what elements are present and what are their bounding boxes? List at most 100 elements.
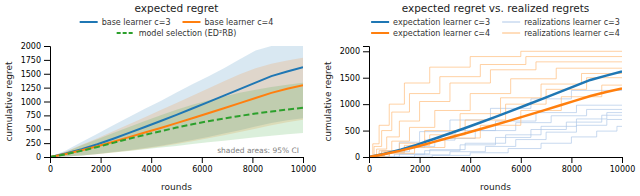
legend-item: expectation learner c=3 bbox=[371, 18, 490, 27]
legend-label: realizations learner c=4 bbox=[524, 29, 620, 38]
tick-label: 2000 bbox=[340, 47, 360, 56]
tick-label: 4000 bbox=[461, 165, 481, 174]
y-axis-title: cumulative regret bbox=[4, 61, 14, 142]
line bbox=[50, 85, 303, 157]
tick: 1750 bbox=[21, 56, 50, 65]
tick-mark bbox=[44, 60, 50, 61]
tick-mark bbox=[44, 102, 50, 103]
realization-line bbox=[369, 57, 622, 157]
line bbox=[369, 71, 622, 157]
tick-label: 2000 bbox=[410, 165, 430, 174]
tick-label: 6000 bbox=[511, 165, 531, 174]
chart: base learner c=3base learner c=4model se… bbox=[0, 0, 640, 196]
tick-label: 250 bbox=[26, 139, 41, 148]
tick: 750 bbox=[26, 111, 50, 120]
legend-swatch bbox=[117, 32, 135, 34]
tick: 1000 bbox=[21, 98, 50, 107]
axis-line bbox=[51, 158, 304, 164]
tick-label: 1750 bbox=[21, 56, 41, 65]
tick-mark bbox=[363, 131, 369, 132]
legend-swatch bbox=[502, 22, 520, 23]
tick-label: 2000 bbox=[91, 165, 111, 174]
title: expected regret bbox=[135, 2, 219, 14]
tick-mark bbox=[44, 74, 50, 75]
title: expected regret vs. realized regrets bbox=[402, 2, 590, 14]
legend-label: expectation learner c=4 bbox=[393, 29, 490, 38]
legend-swatch bbox=[80, 21, 98, 23]
tick-label: 500 bbox=[26, 125, 41, 134]
x-axis-title: rounds bbox=[161, 182, 192, 192]
tick-mark bbox=[44, 115, 50, 116]
legend-swatch bbox=[183, 21, 201, 23]
tick-mark bbox=[571, 157, 572, 163]
tick: 4000 bbox=[142, 157, 162, 174]
tick-mark bbox=[44, 129, 50, 130]
tick-mark bbox=[420, 157, 421, 163]
tick-mark bbox=[303, 157, 304, 163]
tick-label: 0 bbox=[367, 165, 372, 174]
realization-line bbox=[369, 62, 622, 157]
tick: 1500 bbox=[21, 70, 50, 79]
tick: 6000 bbox=[511, 157, 531, 174]
axis-line bbox=[44, 47, 51, 158]
tick-mark bbox=[151, 157, 152, 163]
tick-label: 1500 bbox=[340, 74, 360, 83]
tick: 0 bbox=[355, 153, 369, 162]
legend-item: expectation learner c=4 bbox=[371, 29, 490, 38]
legend-swatch bbox=[371, 32, 389, 34]
panel: base learner c=3base learner c=4model se… bbox=[4, 2, 316, 192]
tick-label: 0 bbox=[36, 153, 41, 162]
annotation: shaded areas: 95% CI bbox=[217, 146, 299, 155]
tick-label: 10000 bbox=[291, 165, 316, 174]
tick-label: 2000 bbox=[21, 42, 41, 51]
plot-area bbox=[50, 46, 303, 157]
tick: 500 bbox=[26, 125, 50, 134]
tick: 2000 bbox=[21, 42, 50, 51]
tick: 8000 bbox=[562, 157, 582, 174]
tick: 10000 bbox=[610, 157, 635, 174]
axis-line bbox=[363, 47, 370, 158]
tick-mark bbox=[521, 157, 522, 163]
tick-mark bbox=[622, 157, 623, 163]
realization-line bbox=[369, 68, 622, 157]
legend-item: base learner c=3 bbox=[80, 18, 171, 27]
tick: 0 bbox=[367, 157, 372, 174]
legend-item: realizations learner c=3 bbox=[502, 18, 620, 27]
tick: 250 bbox=[26, 139, 50, 148]
tick-mark bbox=[44, 46, 50, 47]
tick: 0 bbox=[36, 153, 50, 162]
realization-line bbox=[369, 115, 622, 157]
tick-mark bbox=[363, 104, 369, 105]
plot-area bbox=[369, 51, 622, 157]
legend-label: realizations learner c=3 bbox=[524, 18, 620, 27]
line bbox=[369, 89, 622, 157]
tick: 500 bbox=[345, 127, 369, 136]
legend-swatch bbox=[371, 21, 389, 23]
tick-mark bbox=[202, 157, 203, 163]
tick-label: 1000 bbox=[340, 100, 360, 109]
tick-label: 750 bbox=[26, 111, 41, 120]
realization-line bbox=[369, 85, 622, 157]
legend-label: model selection (ED²RB) bbox=[139, 29, 237, 38]
tick-label: 0 bbox=[355, 153, 360, 162]
tick-mark bbox=[363, 157, 369, 158]
tick-label: 1250 bbox=[21, 84, 41, 93]
legend: base learner c=3base learner c=4model se… bbox=[80, 18, 274, 38]
tick-mark bbox=[101, 157, 102, 163]
tick-mark bbox=[363, 78, 369, 79]
y-axis-title: cumulative regret bbox=[323, 61, 333, 142]
tick-mark bbox=[44, 88, 50, 89]
tick: 8000 bbox=[243, 157, 263, 174]
tick-mark bbox=[44, 157, 50, 158]
tick-label: 4000 bbox=[142, 165, 162, 174]
line bbox=[50, 108, 303, 157]
tick: 1500 bbox=[340, 74, 369, 83]
tick-label: 8000 bbox=[562, 165, 582, 174]
x-axis: 0200040006000800010000 bbox=[48, 157, 316, 174]
tick-label: 1000 bbox=[21, 98, 41, 107]
tick-mark bbox=[44, 143, 50, 144]
tick-label: 0 bbox=[48, 165, 53, 174]
realization-line bbox=[369, 126, 622, 157]
tick-label: 500 bbox=[345, 127, 360, 136]
panel: expectation learner c=3 realizations lear… bbox=[323, 2, 635, 192]
